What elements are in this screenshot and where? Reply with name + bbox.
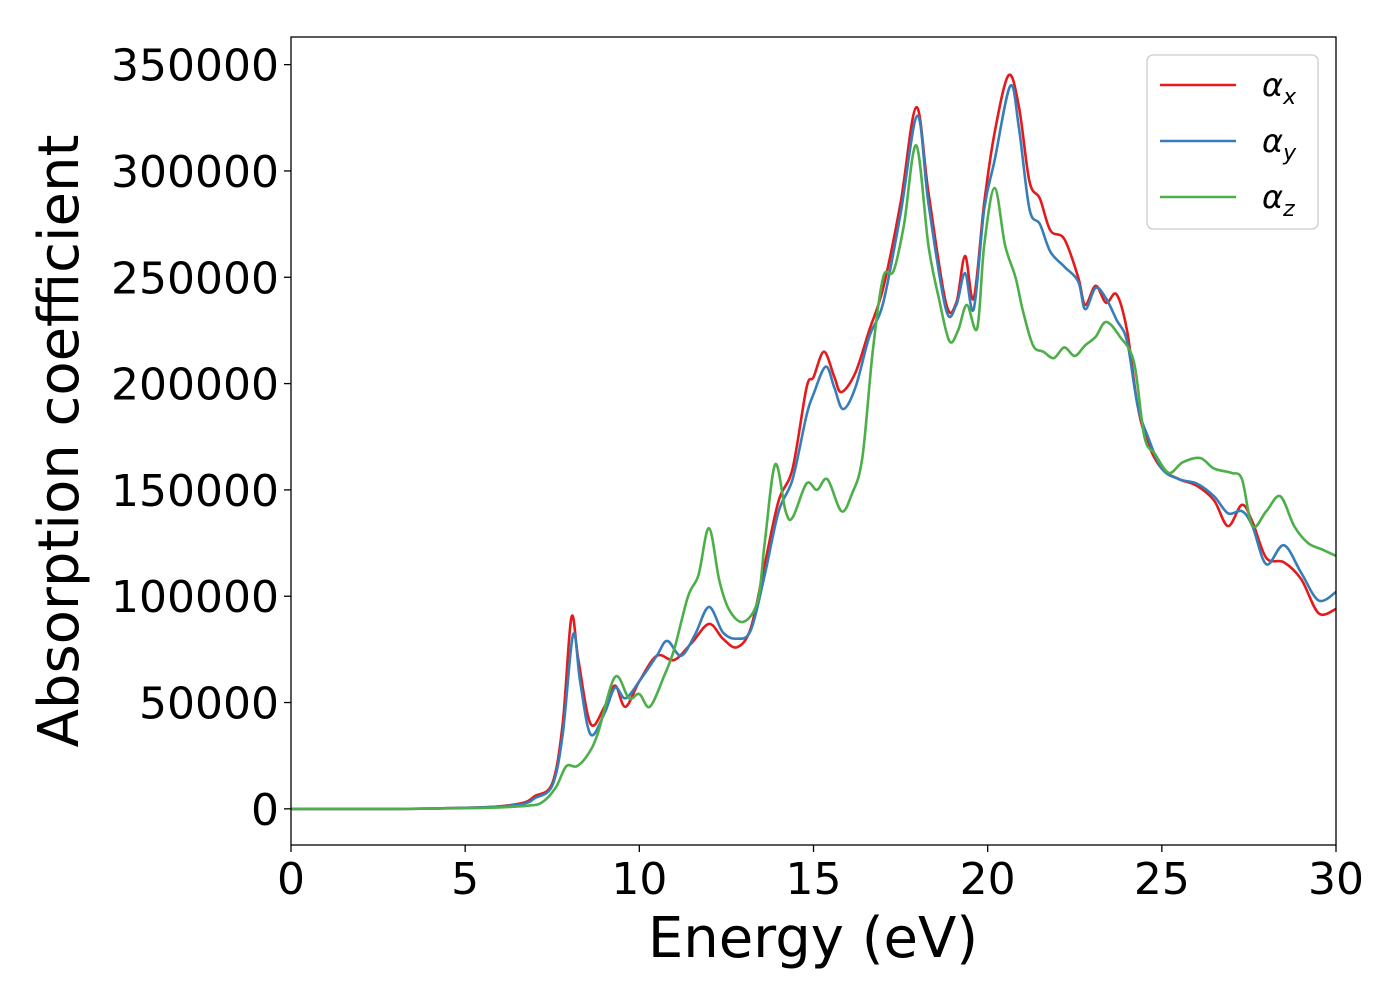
- x-tick-label: 30: [1308, 854, 1364, 905]
- x-tick-label: 20: [960, 854, 1016, 905]
- legend-label-y: αy: [1262, 122, 1297, 166]
- x-tick-label: 0: [277, 854, 305, 905]
- series-line-x: [290, 73, 1337, 811]
- x-tick-label: 10: [611, 854, 667, 905]
- x-tick-label: 5: [451, 854, 479, 905]
- y-tick-label: 300000: [111, 147, 279, 198]
- series-layer: [290, 73, 1337, 811]
- series-line-z: [290, 144, 1337, 811]
- x-axis: 0 5 10 15 20 25 30: [277, 845, 1364, 905]
- y-tick-label: 250000: [111, 253, 279, 304]
- y-tick-label: 200000: [111, 360, 279, 411]
- y-tick-label: 0: [251, 785, 279, 836]
- y-axis-title: Absorption coefficient: [27, 135, 92, 748]
- y-tick-label: 100000: [111, 572, 279, 623]
- y-tick-label: 350000: [111, 41, 279, 92]
- y-tick-label: 50000: [139, 679, 279, 730]
- legend-label-x: αx: [1262, 66, 1297, 110]
- x-tick-label: 15: [786, 854, 842, 905]
- y-tick-label: 150000: [111, 466, 279, 517]
- x-axis-title: Energy (eV): [648, 906, 978, 971]
- y-axis: 0 50000 100000 150000 200000 250000 300000 3500…: [111, 41, 291, 836]
- x-tick-label: 25: [1134, 854, 1190, 905]
- legend-label-z: αz: [1262, 178, 1295, 222]
- legend: αx αy αz: [1146, 54, 1319, 230]
